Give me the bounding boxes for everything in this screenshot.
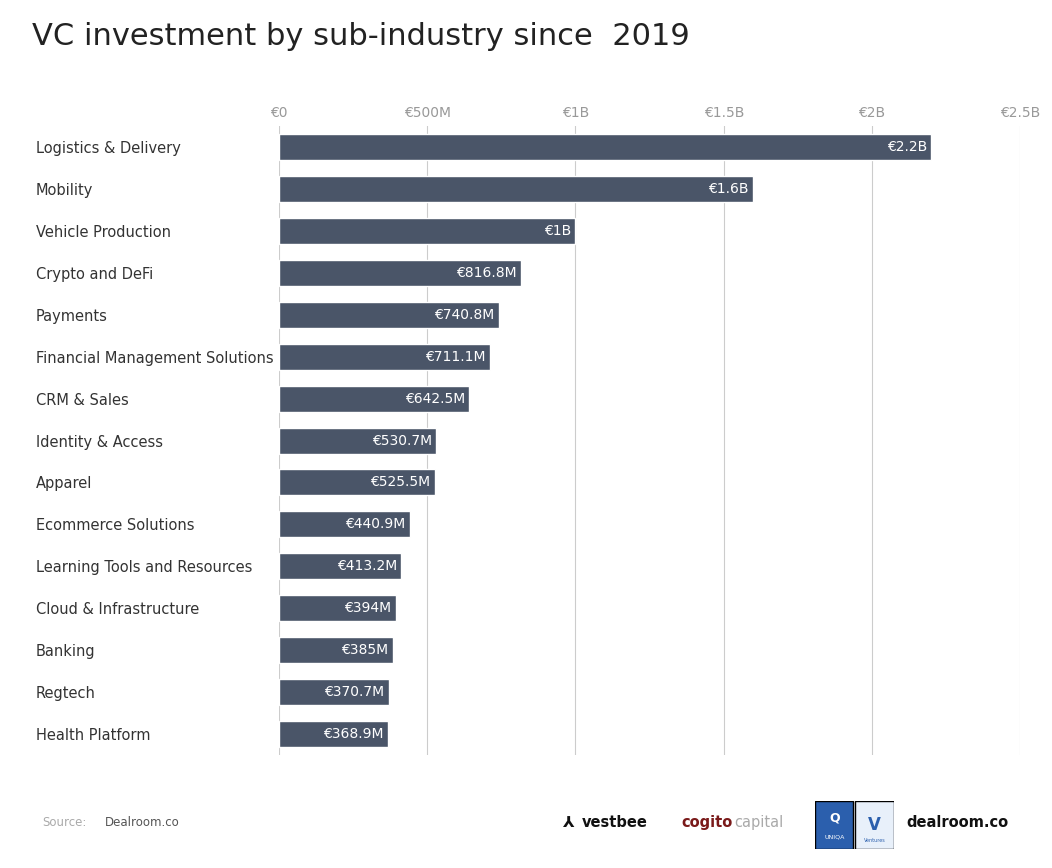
Text: Source:: Source: — [42, 817, 86, 829]
Text: vestbee: vestbee — [582, 815, 648, 831]
Text: UNIQA: UNIQA — [825, 834, 845, 839]
Bar — [279, 637, 393, 663]
Text: €816.8M: €816.8M — [456, 266, 517, 279]
Text: V: V — [868, 816, 881, 834]
Bar — [279, 218, 575, 244]
Text: €711.1M: €711.1M — [425, 350, 485, 364]
Text: VC investment by sub-industry since  2019: VC investment by sub-industry since 2019 — [32, 22, 689, 50]
Text: €385M: €385M — [342, 643, 388, 657]
Bar — [279, 344, 490, 370]
Text: €370.7M: €370.7M — [324, 685, 384, 700]
Text: capital: capital — [734, 815, 784, 831]
Text: €368.9M: €368.9M — [323, 727, 384, 741]
Bar — [279, 680, 389, 705]
Bar — [279, 428, 437, 453]
Text: €525.5M: €525.5M — [370, 476, 430, 490]
Bar — [279, 470, 434, 496]
Text: €642.5M: €642.5M — [405, 391, 465, 405]
Bar — [279, 554, 402, 579]
Text: €530.7M: €530.7M — [371, 433, 431, 448]
Text: €413.2M: €413.2M — [337, 559, 397, 574]
Text: €740.8M: €740.8M — [433, 307, 494, 322]
Text: €1.6B: €1.6B — [708, 181, 749, 196]
Bar — [279, 511, 409, 537]
Bar — [279, 260, 521, 286]
Text: dealroom.co: dealroom.co — [907, 815, 1009, 831]
FancyBboxPatch shape — [854, 801, 894, 849]
Bar — [279, 595, 396, 621]
Bar — [279, 134, 931, 160]
Bar — [279, 385, 469, 411]
Text: Ventures: Ventures — [864, 838, 886, 843]
Text: €394M: €394M — [344, 602, 391, 615]
Text: Dealroom.co: Dealroom.co — [105, 817, 180, 829]
Text: ⅄: ⅄ — [563, 815, 574, 831]
Bar — [279, 302, 499, 327]
FancyBboxPatch shape — [815, 801, 853, 849]
Bar — [279, 176, 753, 201]
Text: €1B: €1B — [544, 224, 571, 238]
Text: €2.2B: €2.2B — [887, 140, 927, 154]
Text: Q: Q — [830, 812, 841, 825]
Text: cogito: cogito — [682, 815, 733, 831]
Bar — [279, 721, 388, 747]
Text: €440.9M: €440.9M — [345, 517, 405, 531]
